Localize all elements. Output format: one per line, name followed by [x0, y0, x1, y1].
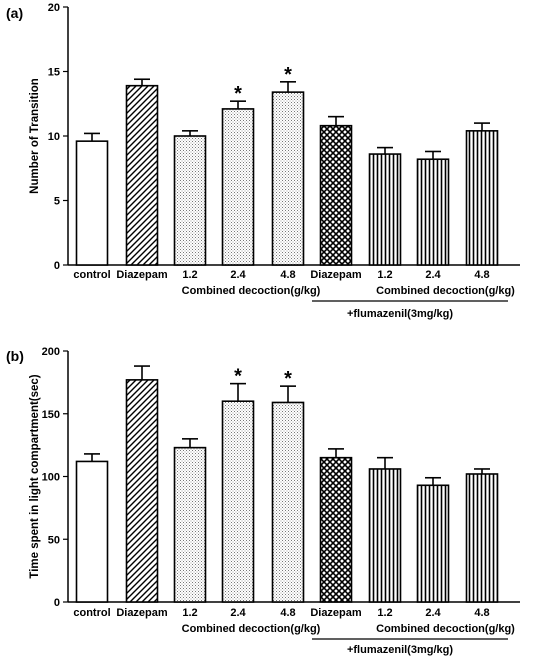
- bar-4: [221, 108, 255, 266]
- bar-5: [271, 401, 305, 603]
- x-tick-label: 1.2: [377, 269, 392, 281]
- panel-label: (b): [6, 348, 24, 364]
- x-tick-label: Diazepam: [310, 607, 362, 619]
- y-tick-label: 200: [42, 346, 60, 358]
- x-tick-label: 4.8: [474, 607, 489, 619]
- x-tick-label: 1.2: [377, 607, 392, 619]
- y-axis-label: Time spent in light compartment(sec): [29, 374, 41, 578]
- significance-star: *: [284, 64, 292, 86]
- x-tick-label: 4.8: [280, 269, 295, 281]
- x-tick-label: control: [73, 607, 110, 619]
- bar-2: [125, 379, 159, 603]
- bracket-label: +flumazenil(3mg/kg): [347, 644, 453, 656]
- bar-2: [125, 84, 159, 266]
- bar-7: [368, 468, 402, 603]
- y-tick-label: 100: [42, 472, 60, 484]
- x-tick-label: 2.4: [230, 607, 246, 619]
- y-axis-label: Number of Transition: [29, 78, 41, 194]
- y-tick-label: 10: [48, 131, 60, 143]
- chart-panel-b: (b) 0 50 100 150 200 Time spent in light compa…: [6, 346, 520, 656]
- x-tick-label: 2.4: [230, 269, 246, 281]
- bar-1: [75, 140, 109, 266]
- y-tick-label: 20: [48, 2, 60, 14]
- significance-star: *: [284, 368, 292, 390]
- group-label: Combined decoction(g/kg): [376, 623, 515, 635]
- y-tick-label: 150: [42, 409, 60, 421]
- bracket-label: +flumazenil(3mg/kg): [347, 308, 453, 320]
- bar-9: [465, 130, 499, 266]
- x-tick-label: 2.4: [425, 269, 441, 281]
- group-label: Combined decoction(g/kg): [182, 623, 321, 635]
- bar-3: [173, 135, 207, 266]
- bar-9: [465, 473, 499, 603]
- y-tick-label: 0: [54, 260, 60, 272]
- bar-6: [319, 456, 353, 603]
- x-tick-label: Diazepam: [116, 269, 168, 281]
- x-tick-label: Diazepam: [116, 607, 168, 619]
- x-tick-label: 2.4: [425, 607, 441, 619]
- bar-8: [416, 158, 450, 266]
- x-tick-label: 4.8: [280, 607, 295, 619]
- bar-4: [221, 400, 255, 603]
- x-tick-label: 1.2: [182, 269, 197, 281]
- x-tick-label: 4.8: [474, 269, 489, 281]
- x-tick-label: 1.2: [182, 607, 197, 619]
- panel-label: (a): [6, 5, 23, 21]
- x-tick-label: control: [73, 269, 110, 281]
- significance-star: *: [234, 83, 242, 105]
- significance-star: *: [234, 366, 242, 388]
- group-label: Combined decoction(g/kg): [182, 285, 321, 297]
- y-tick-label: 50: [48, 534, 60, 546]
- y-tick-label: 0: [54, 597, 60, 609]
- bar-6: [319, 124, 353, 266]
- group-label: Combined decoction(g/kg): [376, 285, 515, 297]
- y-tick-label: 15: [48, 67, 60, 79]
- chart-panel-a: (a) 0 5 10 15 20 Number of Transition control Di…: [6, 2, 520, 320]
- x-tick-label: Diazepam: [310, 269, 362, 281]
- bar-1: [75, 460, 109, 603]
- bar-7: [368, 153, 402, 266]
- bar-3: [173, 446, 207, 603]
- y-tick-label: 5: [54, 196, 60, 208]
- bar-8: [416, 484, 450, 603]
- bar-5: [271, 91, 305, 266]
